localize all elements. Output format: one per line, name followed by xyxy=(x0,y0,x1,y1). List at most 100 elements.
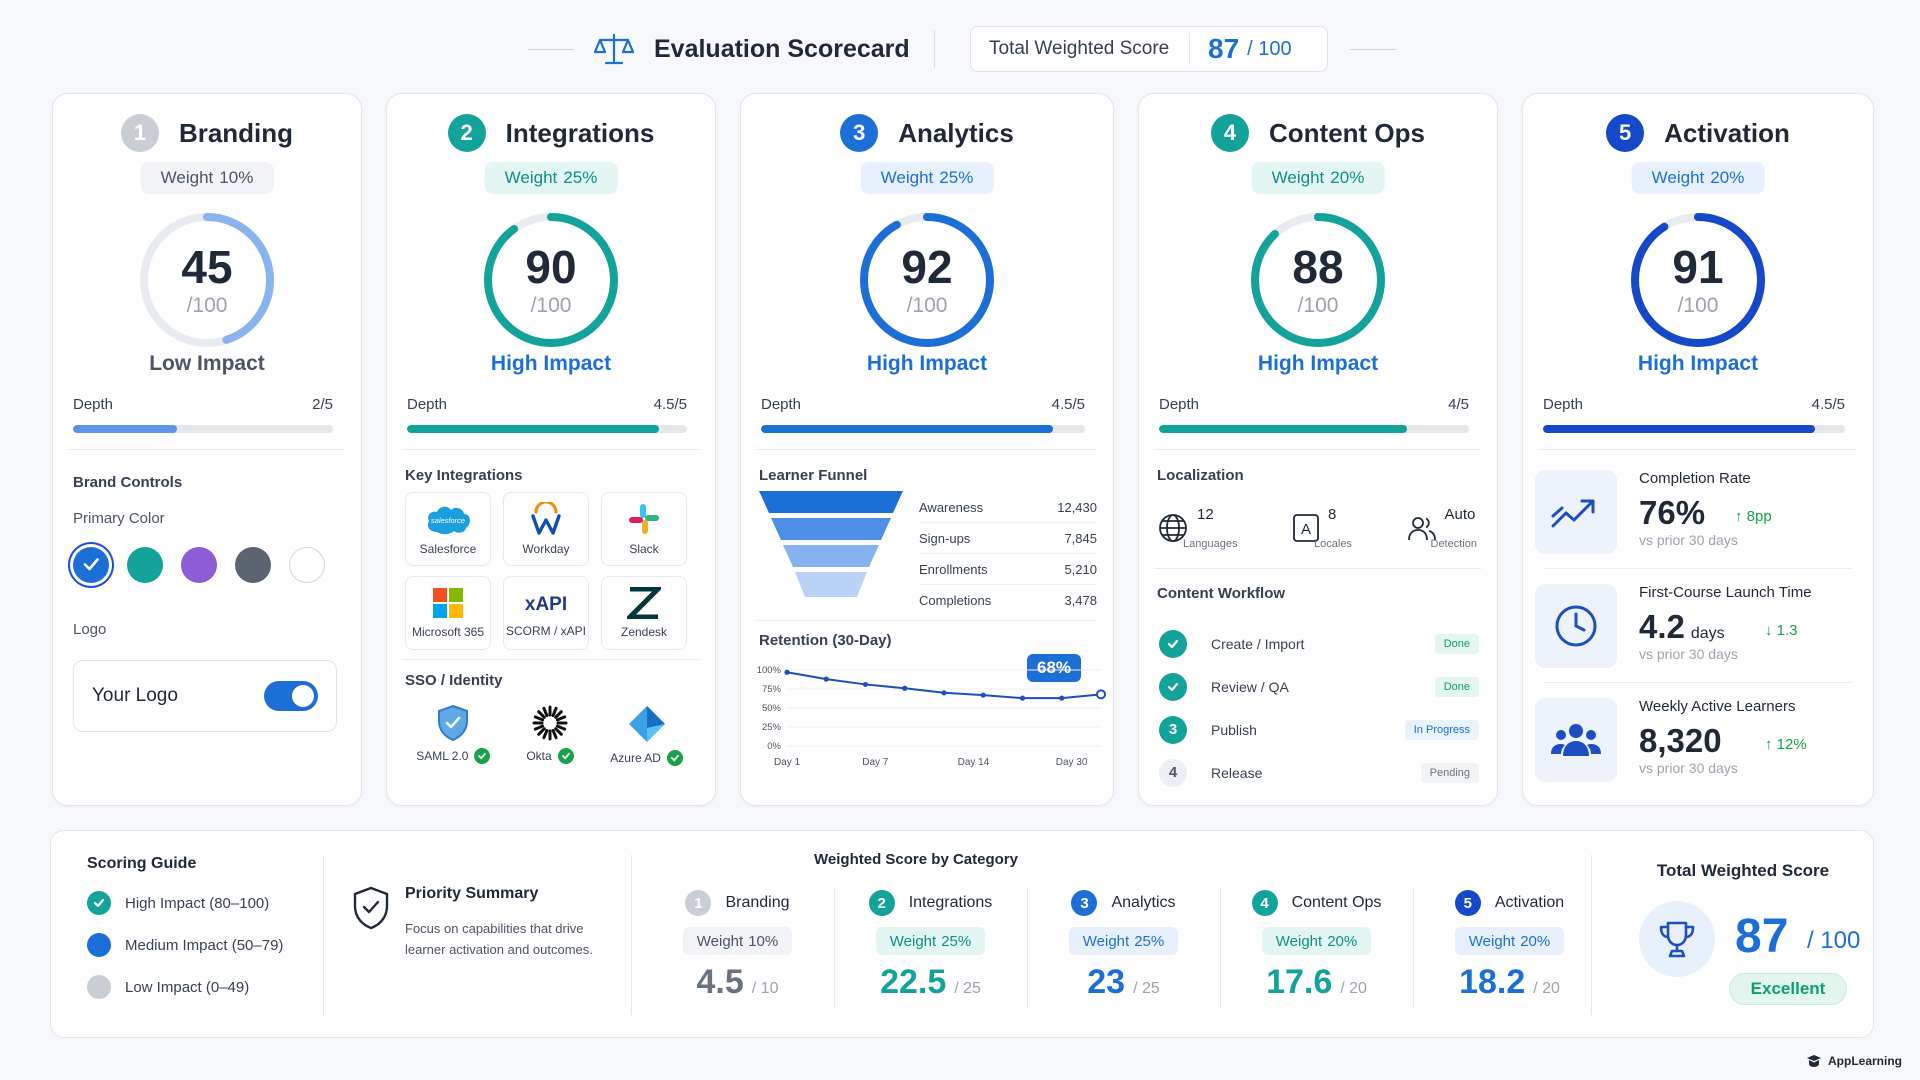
check-icon xyxy=(666,750,683,766)
score-value: 92 xyxy=(901,241,953,293)
color-swatch-white[interactable] xyxy=(289,547,325,583)
locales-count: 8 xyxy=(1328,506,1337,523)
score-value: 91 xyxy=(1672,241,1724,293)
depth-meter: Depth 4.5/5 xyxy=(1543,396,1845,433)
category-title: Activation xyxy=(1664,117,1790,148)
localization-locales: A 8 Locales xyxy=(1292,506,1352,550)
category-number-badge: 5 xyxy=(1606,114,1645,152)
funnel-graphic xyxy=(759,491,903,597)
weighted-number: 23 xyxy=(1087,963,1126,1001)
integration-scorm-xapi[interactable]: xAPI SCORM / xAPI xyxy=(503,576,589,650)
sso-title: SSO / Identity xyxy=(405,672,503,689)
depth-value: 4.5/5 xyxy=(1051,396,1085,413)
y-tick-label: 100% xyxy=(757,665,782,676)
weight-pill: Weight 10% xyxy=(682,927,793,955)
header-total-denominator: / 100 xyxy=(1247,37,1292,60)
metric-value: 76% xyxy=(1639,494,1705,532)
integration-salesforce[interactable]: salesforce Salesforce xyxy=(405,492,491,566)
integration-workday[interactable]: Workday xyxy=(503,492,589,566)
weight-pill: Weight 20% xyxy=(1631,162,1765,194)
rating-badge: Excellent xyxy=(1729,973,1847,1005)
funnel-table: Awareness 12,430 Sign-ups 7,845 Enrollment… xyxy=(919,492,1097,616)
sso-okta[interactable]: Okta xyxy=(505,704,595,766)
color-swatch-gray[interactable] xyxy=(235,547,271,583)
weighted-denominator: / 25 xyxy=(1133,980,1160,997)
integration-zendesk[interactable]: Zendesk xyxy=(601,576,687,650)
category-card-content-ops: 4 Content Ops Weight 20% 88 /100 High Im… xyxy=(1138,93,1498,806)
score-ring-graphic xyxy=(860,213,994,347)
card-header: 5 Activation xyxy=(1523,114,1873,152)
logo-toggle[interactable] xyxy=(264,681,318,711)
weighted-score-header: 2 Integrations xyxy=(868,889,992,917)
trend-up-icon xyxy=(1535,470,1617,554)
funnel-row: Sign-ups 7,845 xyxy=(919,523,1097,554)
score-ring: 88 /100 xyxy=(1244,206,1392,354)
weight-pill: Weight 10% xyxy=(140,162,274,194)
weight-value: 25% xyxy=(563,168,598,187)
weighted-denominator: / 20 xyxy=(1533,980,1560,997)
check-icon xyxy=(87,891,111,915)
category-number-badge: 3 xyxy=(1071,890,1098,916)
score-value: 88 xyxy=(1292,241,1344,293)
check-icon xyxy=(474,748,491,764)
category-number-badge: 5 xyxy=(1454,890,1481,916)
globe-icon xyxy=(1159,514,1187,542)
weighted-score-branding: 1 Branding Weight 10% 4.5/ 10 xyxy=(641,889,834,1002)
weighted-value: 18.2 / 20 xyxy=(1459,963,1560,1002)
shield-check-icon xyxy=(353,886,389,930)
priority-title: Priority Summary xyxy=(405,885,539,902)
category-title: Branding xyxy=(178,117,294,148)
summary-divider xyxy=(1591,855,1592,1015)
x-tick-label: Day 14 xyxy=(958,757,990,768)
sso-azure-ad[interactable]: Azure AD xyxy=(602,704,692,766)
weight-value: 20% xyxy=(1520,932,1551,950)
sso-label: Azure AD xyxy=(610,750,683,766)
workflow-step-label: Release xyxy=(1211,764,1263,781)
workflow-step-label: Create / Import xyxy=(1211,635,1305,652)
retention-data-point xyxy=(902,685,908,691)
color-swatch-blue[interactable] xyxy=(73,547,109,583)
depth-meter: Depth 4.5/5 xyxy=(761,396,1085,433)
x-tick-label: Day 7 xyxy=(862,757,889,768)
score-out-of: /100 xyxy=(906,294,948,317)
depth-fill xyxy=(407,425,659,433)
okta-icon xyxy=(532,705,568,741)
score-ring: 90 /100 xyxy=(477,206,625,354)
category-number-badge: 2 xyxy=(868,890,895,916)
guide-item-high: High Impact (80–100) xyxy=(87,891,283,915)
impact-label: High Impact xyxy=(866,352,988,375)
score-ring: 92 /100 xyxy=(853,206,1001,354)
workflow-status-badge: Done xyxy=(1434,633,1479,654)
weight-label: Weight xyxy=(889,932,937,950)
toggle-knob xyxy=(292,685,314,707)
retention-line-chart: 100% 75% 50% 25% 0% Day 1 Day 7 Day 14 Day 30 xyxy=(757,665,1106,768)
svg-text:salesforce: salesforce xyxy=(431,516,465,525)
category-number-badge: 1 xyxy=(120,114,159,152)
weighted-score-activation: 5 Activation Weight 20% 18.2 / 20 xyxy=(1413,889,1606,1009)
score-out-of: /100 xyxy=(186,294,228,317)
localization-languages: 12 Languages xyxy=(1157,506,1237,550)
integration-slack[interactable]: Slack xyxy=(601,492,687,566)
workflow-step: Create / Import Done xyxy=(1159,622,1479,665)
category-card-analytics: 3 Analytics Weight 25% 92 /100 High Impa… xyxy=(740,93,1114,806)
retention-data-point xyxy=(784,669,790,675)
header-separator xyxy=(934,30,935,68)
color-swatch-purple[interactable] xyxy=(181,547,217,583)
workflow-status-badge: In Progress xyxy=(1404,719,1479,740)
weight-value: 10% xyxy=(748,932,779,950)
logo-upload-field[interactable]: Your Logo xyxy=(73,660,337,732)
brand-name: AppLearning xyxy=(1828,1054,1902,1068)
weight-value: 20% xyxy=(1330,168,1365,187)
integration-microsoft-365[interactable]: Microsoft 365 xyxy=(405,576,491,650)
check-icon xyxy=(1159,672,1187,701)
metric-title: Weekly Active Learners xyxy=(1639,698,1796,715)
weighted-score-header: 1 Branding xyxy=(685,889,790,917)
microsoft-icon xyxy=(433,588,463,618)
weighted-score-columns: 1 Branding Weight 10% 4.5/ 10 2 Integrations We… xyxy=(641,889,1606,1009)
sso-saml[interactable]: SAML 2.0 xyxy=(408,704,498,766)
card-header: 1 Branding xyxy=(53,114,361,152)
metric-subtext: vs prior 30 days xyxy=(1639,646,1738,662)
priority-description: Focus on capabilities that drive learner… xyxy=(405,921,593,957)
color-swatch-teal[interactable] xyxy=(127,547,163,583)
score-ring: 45 /100 xyxy=(133,206,281,354)
